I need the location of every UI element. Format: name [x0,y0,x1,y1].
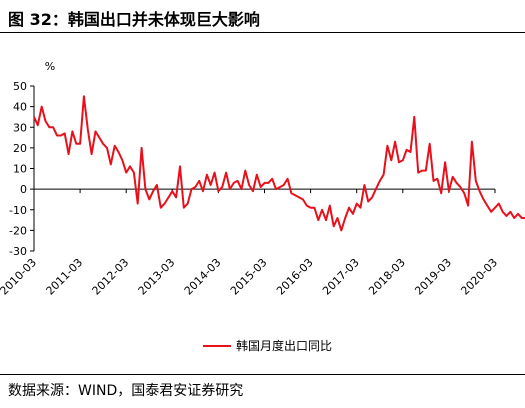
source-rule [0,374,525,375]
x-tick-label: 2010-03 [0,256,39,298]
legend-label: 韩国月度出口同比 [236,338,332,353]
y-tick-label: -30 [9,245,27,258]
y-axis-unit: % [45,60,55,73]
y-tick-label: 50 [13,80,27,93]
y-tick-label: 40 [13,101,27,114]
x-tick-label: 2020-03 [458,256,500,298]
y-tick-label: 30 [13,121,27,134]
x-tick-label: 2019-03 [412,256,454,298]
figure-title: 图 32：韩国出口并未体现巨大影响 [8,10,260,29]
x-tick-label: 2012-03 [90,256,132,298]
x-tick-label: 2018-03 [366,256,408,298]
source-note: 数据来源：WIND，国泰君安证券研究 [8,383,244,399]
title-rule [0,32,525,33]
y-tick-label: 10 [13,163,27,176]
x-tick-label: 2016-03 [274,256,316,298]
y-tick-label: 0 [20,183,27,196]
y-tick-label: 20 [13,142,27,155]
x-tick-label: 2013-03 [136,256,178,298]
line-chart: 50 40 30 20 10 0 -10 -20 -30% 2010-03 2011-03 2012-… [0,60,525,353]
x-tick-label: 2014-03 [182,256,224,298]
x-tick-label: 2015-03 [228,256,270,298]
x-tick-label: 2011-03 [44,256,86,298]
y-tick-label: -10 [9,204,27,217]
x-tick-label: 2017-03 [320,256,362,298]
y-tick-label: -20 [9,224,27,237]
series-line [33,95,525,232]
